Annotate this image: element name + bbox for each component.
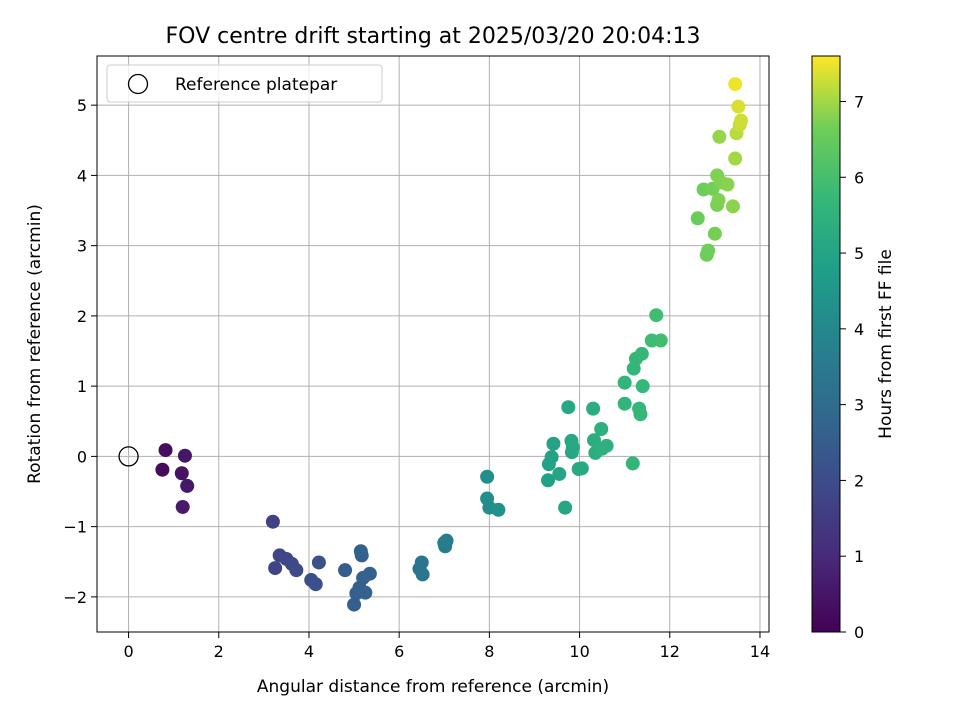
scatter-point [690, 211, 705, 226]
scatter-point [617, 375, 632, 390]
y-axis-ticks: −2 −1 0 1 2 3 4 5 [63, 96, 97, 607]
colorbar-tick-label: 7 [854, 92, 864, 111]
scatter-point [289, 563, 304, 578]
scatter-point [438, 539, 453, 554]
colorbar: 0 1 2 3 4 5 6 7 Hours from first FF file [811, 55, 896, 642]
scatter-point [177, 448, 192, 463]
scatter-point [574, 461, 589, 476]
y-tick-label: 3 [77, 237, 87, 256]
scatter-point [358, 585, 373, 600]
scatter-point [701, 243, 716, 258]
scatter-point [633, 407, 648, 422]
scatter-point [707, 226, 722, 241]
colorbar-tick-label: 1 [854, 547, 864, 566]
y-axis-label: Rotation from reference (arcmin) [25, 204, 45, 484]
scatter-point [586, 401, 601, 416]
scatter-point [720, 177, 735, 192]
scatter-point [653, 333, 668, 348]
colorbar-tick-label: 3 [854, 396, 864, 415]
colorbar-tick-label: 4 [854, 320, 864, 339]
legend: Reference platepar [106, 64, 383, 103]
scatter-point [634, 346, 649, 361]
colorbar-gradient [811, 55, 841, 633]
colorbar-ticks: 0 1 2 3 4 5 6 7 [840, 92, 864, 642]
reference-point [118, 446, 139, 467]
scatter-point [308, 577, 323, 592]
y-tick-label: −1 [63, 518, 87, 537]
x-tick-label: 8 [484, 642, 494, 661]
x-tick-label: 6 [394, 642, 404, 661]
x-axis-ticks: 0 2 4 6 8 10 12 14 [123, 632, 770, 661]
colorbar-label: Hours from first FF file [876, 249, 896, 439]
x-tick-label: 14 [750, 642, 770, 661]
scatter-point [599, 438, 614, 453]
x-tick-label: 2 [214, 642, 224, 661]
scatter-point [174, 466, 189, 481]
colorbar-tick-label: 5 [854, 244, 864, 263]
scatter-point [725, 199, 740, 214]
scatter-point [564, 445, 579, 460]
chart-title: FOV centre drift starting at 2025/03/20 … [166, 24, 701, 49]
legend-marker [127, 73, 149, 95]
grid-lines [97, 56, 769, 632]
scatter-point [711, 193, 726, 207]
y-tick-label: 5 [77, 96, 87, 115]
scatter-point [175, 499, 190, 514]
scatter-point [180, 478, 195, 493]
x-axis-label: Angular distance from reference (arcmin) [257, 677, 609, 697]
scatter-point [311, 555, 326, 570]
x-tick-label: 0 [123, 642, 133, 661]
scatter-point [617, 396, 632, 411]
scatter-point [541, 473, 556, 488]
colorbar-tick-label: 2 [854, 471, 864, 490]
x-tick-label: 12 [660, 642, 680, 661]
scatter-point [635, 379, 650, 394]
colorbar-tick-label: 6 [854, 168, 864, 187]
x-tick-label: 4 [304, 642, 314, 661]
scatter-point [338, 563, 353, 578]
y-tick-label: 4 [77, 166, 87, 185]
y-tick-label: 2 [77, 307, 87, 326]
scatter-point [268, 561, 283, 576]
scatter-point [347, 597, 362, 612]
y-tick-label: 1 [77, 377, 87, 396]
scatter-point [265, 514, 280, 529]
y-tick-label: −2 [63, 588, 87, 607]
scatter-point [712, 129, 727, 144]
scatter-point [414, 555, 429, 570]
scatter-point [155, 462, 170, 477]
legend-entry-reference: Reference platepar [175, 75, 337, 95]
reference-layer [118, 446, 139, 467]
scatter-point [480, 469, 495, 484]
colorbar-tick-label: 0 [854, 623, 864, 642]
scatter-point [552, 466, 567, 481]
plot-frame [96, 55, 770, 633]
scatter-point [649, 308, 664, 323]
legend-box [106, 64, 383, 103]
scatter-point [158, 443, 173, 458]
x-tick-label: 10 [569, 642, 589, 661]
scatter-point [546, 436, 561, 451]
scatter-point [558, 500, 573, 515]
scatter-point [594, 421, 609, 436]
scatter-point [625, 456, 640, 471]
y-tick-label: 0 [77, 447, 87, 466]
scatter-point [734, 113, 749, 128]
scatter-point [728, 151, 743, 166]
scatter-points [155, 77, 749, 612]
scatter-point [731, 99, 746, 114]
scatter-point [544, 450, 559, 465]
scatter-point [354, 548, 369, 563]
scatter-point [415, 567, 430, 582]
scatter-point [561, 400, 576, 415]
scatter-point [728, 77, 743, 92]
scatter-point [491, 502, 506, 517]
